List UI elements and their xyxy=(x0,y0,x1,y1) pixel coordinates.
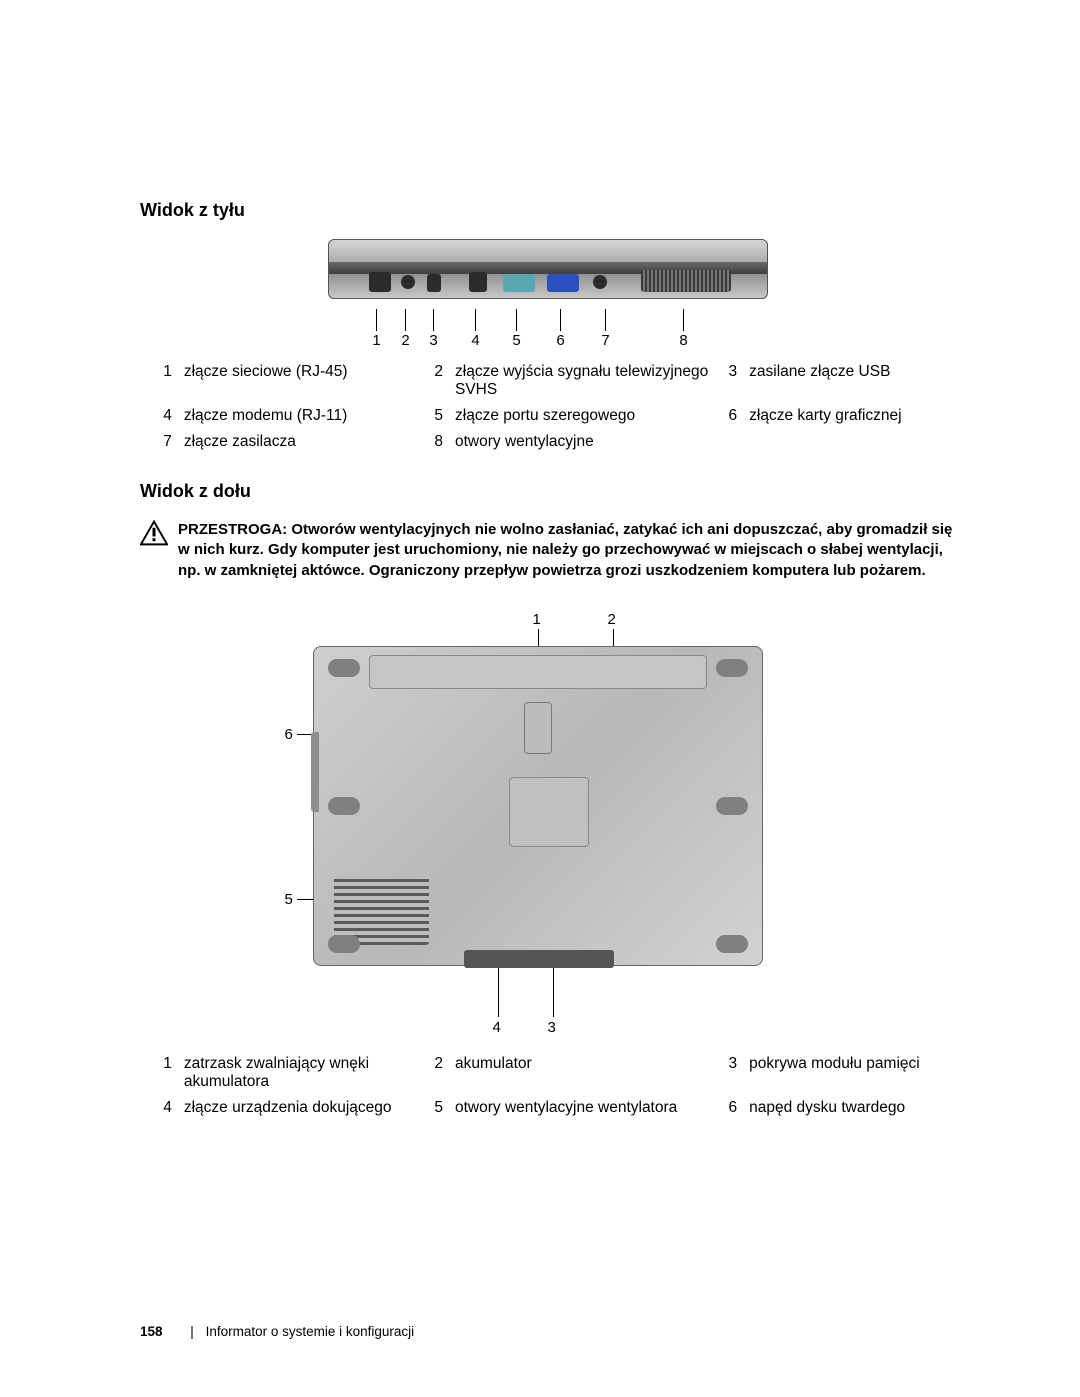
footer-title: Informator o systemie i konfiguracji xyxy=(206,1324,415,1339)
legend-num: 5 xyxy=(425,1095,455,1121)
legend-text: akumulator xyxy=(455,1051,719,1095)
legend-num: 2 xyxy=(425,1051,455,1095)
docking-connector xyxy=(464,950,614,968)
callout-b2: 2 xyxy=(608,611,616,628)
footer-separator: | xyxy=(190,1324,194,1339)
legend-bottom-view: 1 zatrzask zwalniający wnęki akumulatora… xyxy=(154,1051,979,1121)
heading-back-view: Widok z tyłu xyxy=(140,200,965,221)
port-usb xyxy=(427,274,441,292)
leader-5 xyxy=(516,309,517,331)
legend-text: złącze karty graficznej xyxy=(749,403,979,429)
legend-num: 1 xyxy=(154,359,184,403)
rubber-foot xyxy=(328,797,360,815)
legend-text: pokrywa modułu pamięci xyxy=(749,1051,979,1095)
callout-2: 2 xyxy=(399,332,413,349)
legend-text: zasilane złącze USB xyxy=(749,359,979,403)
callout-b4: 4 xyxy=(493,1019,501,1036)
rubber-foot xyxy=(328,935,360,953)
legend-num: 5 xyxy=(425,403,455,429)
legend-num: 7 xyxy=(154,429,184,455)
memory-cover xyxy=(509,777,589,847)
leader-2 xyxy=(405,309,406,331)
rubber-foot xyxy=(328,659,360,677)
port-rj11 xyxy=(469,272,487,292)
port-rj45 xyxy=(369,272,391,292)
caution-body: Otworów wentylacyjnych nie wolno zasłani… xyxy=(178,521,952,579)
laptop-bottom-chassis xyxy=(313,646,763,966)
legend-num: 4 xyxy=(154,403,184,429)
rubber-foot xyxy=(716,935,748,953)
figure-bottom-view: 1 2 6 5 4 3 xyxy=(193,611,913,1041)
legend-num: 6 xyxy=(719,1095,749,1121)
warning-triangle-icon xyxy=(140,520,168,546)
legend-back-view: 1 złącze sieciowe (RJ-45) 2 złącze wyjśc… xyxy=(154,359,979,455)
leader-3 xyxy=(433,309,434,331)
legend-num: 8 xyxy=(425,429,455,455)
leader-4 xyxy=(475,309,476,331)
callout-5: 5 xyxy=(510,332,524,349)
port-serial xyxy=(503,274,535,292)
callout-b3: 3 xyxy=(548,1019,556,1036)
caution-text: PRZESTROGA: Otworów wentylacyjnych nie w… xyxy=(178,520,965,581)
legend-num: 3 xyxy=(719,359,749,403)
caution-block: PRZESTROGA: Otworów wentylacyjnych nie w… xyxy=(140,520,965,581)
rubber-foot xyxy=(716,797,748,815)
leader-b4 xyxy=(498,961,499,1017)
callout-4: 4 xyxy=(469,332,483,349)
legend-num: 2 xyxy=(425,359,455,403)
port-vga xyxy=(547,274,579,292)
legend-num: 1 xyxy=(154,1051,184,1095)
callout-8: 8 xyxy=(677,332,691,349)
legend-text: zatrzask zwalniający wnęki akumulatora xyxy=(184,1051,425,1095)
hdd-bay xyxy=(311,732,319,812)
callout-3: 3 xyxy=(427,332,441,349)
caution-label: PRZESTROGA: xyxy=(178,521,287,538)
legend-text: złącze zasilacza xyxy=(184,429,425,455)
callout-b1: 1 xyxy=(533,611,541,628)
battery-bay xyxy=(369,655,707,689)
legend-text: otwory wentylacyjne xyxy=(455,429,719,455)
callout-7: 7 xyxy=(599,332,613,349)
heading-bottom-view: Widok z dołu xyxy=(140,481,965,502)
leader-1 xyxy=(376,309,377,331)
callout-6: 6 xyxy=(554,332,568,349)
legend-text: złącze sieciowe (RJ-45) xyxy=(184,359,425,403)
leader-7 xyxy=(605,309,606,331)
callout-b5: 5 xyxy=(285,891,293,908)
figure-back-view: 1 2 3 4 5 6 7 8 xyxy=(213,239,893,349)
callout-1: 1 xyxy=(370,332,384,349)
port-svideo xyxy=(401,275,415,289)
legend-text: złącze modemu (RJ-11) xyxy=(184,403,425,429)
legend-text: napęd dysku twardego xyxy=(749,1095,979,1121)
legend-text: złącze wyjścia sygnału telewizyjnego SVH… xyxy=(455,359,719,403)
legend-text: otwory wentylacyjne wentylatora xyxy=(455,1095,719,1121)
legend-num: 6 xyxy=(719,403,749,429)
leader-6 xyxy=(560,309,561,331)
legend-text: złącze portu szeregowego xyxy=(455,403,719,429)
legend-num: 4 xyxy=(154,1095,184,1121)
page-number: 158 xyxy=(140,1324,163,1339)
callout-b6: 6 xyxy=(285,726,293,743)
legend-text: złącze urządzenia dokującego xyxy=(184,1095,425,1121)
legend-num: 3 xyxy=(719,1051,749,1095)
battery-latch xyxy=(524,702,552,754)
port-power xyxy=(593,275,607,289)
laptop-back-chassis xyxy=(328,239,768,299)
page-footer: 158 | Informator o systemie i konfigurac… xyxy=(140,1324,414,1339)
port-vents xyxy=(641,270,731,292)
rubber-foot xyxy=(716,659,748,677)
leader-8 xyxy=(683,309,684,331)
